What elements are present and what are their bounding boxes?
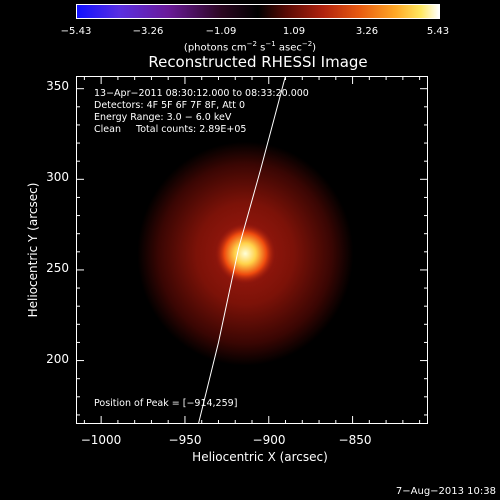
x-tick-label: −900 xyxy=(252,433,286,447)
x-tick-label: −850 xyxy=(338,433,372,447)
info-energy-range: Energy Range: 3.0 − 6.0 keV xyxy=(94,112,232,123)
y-axis-label: Heliocentric Y (arcsec) xyxy=(26,182,40,318)
colorbar-tick: 1.09 xyxy=(282,26,306,37)
plot-area xyxy=(76,76,428,424)
x-tick-label: −950 xyxy=(168,433,202,447)
colorbar-tick: −3.26 xyxy=(132,26,164,37)
info-time-range: 13−Apr−2011 08:30:12.000 to 08:33:20.000 xyxy=(94,88,309,99)
timestamp: 7−Aug−2013 10:38 xyxy=(395,486,496,497)
y-tick-label: 300 xyxy=(46,170,69,184)
info-detectors: Detectors: 4F 5F 6F 7F 8F, Att 0 xyxy=(94,100,246,111)
colorbar-tick: −1.09 xyxy=(205,26,237,37)
chart-title: Reconstructed RHESSI Image xyxy=(148,53,368,71)
colorbar-unit-label: (photons cm−2 s−1 asec−2) xyxy=(183,40,317,54)
y-tick-label: 200 xyxy=(46,352,69,366)
colorbar-tick: −5.43 xyxy=(60,26,92,37)
colorbar xyxy=(76,4,440,19)
y-tick-label: 350 xyxy=(46,79,69,93)
heatmap-image xyxy=(137,76,354,424)
emission-peak xyxy=(215,223,276,284)
info-clean-counts: Clean Total counts: 2.89E+05 xyxy=(94,124,247,135)
solar-limb-curve xyxy=(197,76,286,424)
x-axis-label: Heliocentric X (arcsec) xyxy=(192,450,328,464)
colorbar-tick: 3.26 xyxy=(355,26,379,37)
axis-ticks xyxy=(76,76,428,424)
colorbar-tick: 5.43 xyxy=(426,26,450,37)
y-tick-label: 250 xyxy=(46,261,69,275)
info-peak-position: Position of Peak = [−914,259] xyxy=(94,398,238,409)
x-tick-label: −1000 xyxy=(80,433,122,447)
